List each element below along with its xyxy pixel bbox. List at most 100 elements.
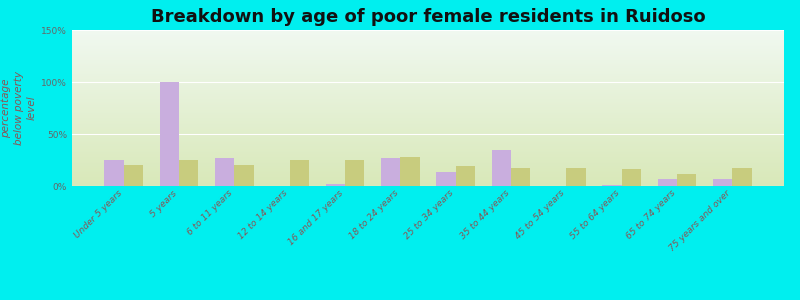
Bar (72, 38, 784, 39)
Bar (72, 126, 784, 127)
Bar (72, 116, 784, 117)
Bar (72, 43, 784, 44)
Bar (72, 114, 784, 115)
Bar (72, 101, 784, 102)
Bar (72, 63, 784, 64)
Bar (72, 81, 784, 82)
Bar (72, 52, 784, 53)
Bar (72, 181, 784, 182)
Bar (72, 131, 784, 132)
Bar (72, 77, 784, 78)
Bar (104, 160, 124, 186)
Bar (72, 85, 784, 86)
Bar (72, 150, 784, 151)
Bar (72, 137, 784, 138)
Bar (72, 74, 784, 75)
Bar (72, 45, 784, 46)
Bar (72, 173, 784, 174)
Bar (72, 94, 784, 95)
Bar (179, 160, 198, 186)
Bar (72, 78, 784, 79)
Bar (124, 165, 143, 186)
Bar (72, 127, 784, 128)
Bar (72, 175, 784, 176)
Bar (72, 167, 784, 168)
Bar (72, 176, 784, 177)
Bar (72, 83, 784, 84)
Bar (72, 36, 784, 37)
Bar (400, 157, 420, 186)
Bar (72, 68, 784, 69)
Bar (72, 135, 784, 136)
Bar (72, 42, 784, 43)
Bar (72, 184, 784, 185)
Bar (72, 130, 784, 131)
Bar (72, 185, 784, 186)
Bar (72, 139, 784, 140)
Bar (602, 185, 622, 186)
Bar (72, 180, 784, 181)
Bar (72, 162, 784, 163)
Bar (72, 33, 784, 34)
Bar (72, 177, 784, 178)
Bar (72, 31, 784, 32)
Bar (72, 141, 784, 142)
Bar (72, 105, 784, 106)
Bar (72, 64, 784, 65)
Bar (72, 60, 784, 61)
Bar (72, 156, 784, 157)
Bar (215, 158, 234, 186)
Bar (72, 133, 784, 134)
Bar (72, 80, 784, 81)
Bar (72, 171, 784, 172)
Bar (72, 152, 784, 153)
Bar (622, 169, 641, 186)
Bar (72, 97, 784, 98)
Bar (72, 65, 784, 66)
Bar (160, 82, 179, 186)
Bar (72, 98, 784, 99)
Bar (492, 150, 511, 186)
Bar (72, 120, 784, 121)
Bar (72, 92, 784, 93)
Bar (456, 166, 475, 186)
Bar (72, 147, 784, 148)
Bar (72, 142, 784, 143)
Bar (72, 89, 784, 90)
Bar (72, 46, 784, 47)
Bar (72, 71, 784, 72)
Bar (72, 154, 784, 155)
Bar (72, 73, 784, 74)
Bar (436, 172, 456, 186)
Bar (72, 144, 784, 145)
Bar (72, 143, 784, 144)
Bar (72, 59, 784, 60)
Bar (290, 160, 309, 186)
Bar (511, 168, 530, 186)
Bar (72, 106, 784, 107)
Bar (72, 51, 784, 52)
Bar (72, 182, 784, 183)
Bar (72, 57, 784, 58)
Bar (72, 172, 784, 173)
Bar (72, 160, 784, 161)
Bar (72, 168, 784, 169)
Bar (72, 132, 784, 133)
Bar (566, 168, 586, 186)
Bar (381, 158, 400, 186)
Bar (72, 102, 784, 103)
Bar (345, 160, 364, 186)
Bar (72, 62, 784, 63)
Bar (72, 66, 784, 67)
Bar (72, 48, 784, 49)
Bar (72, 44, 784, 45)
Bar (72, 84, 784, 85)
Bar (72, 124, 784, 125)
Bar (72, 107, 784, 108)
Bar (72, 54, 784, 55)
Bar (72, 49, 784, 50)
Bar (72, 158, 784, 159)
Bar (72, 103, 784, 104)
Bar (72, 125, 784, 126)
Bar (72, 115, 784, 116)
